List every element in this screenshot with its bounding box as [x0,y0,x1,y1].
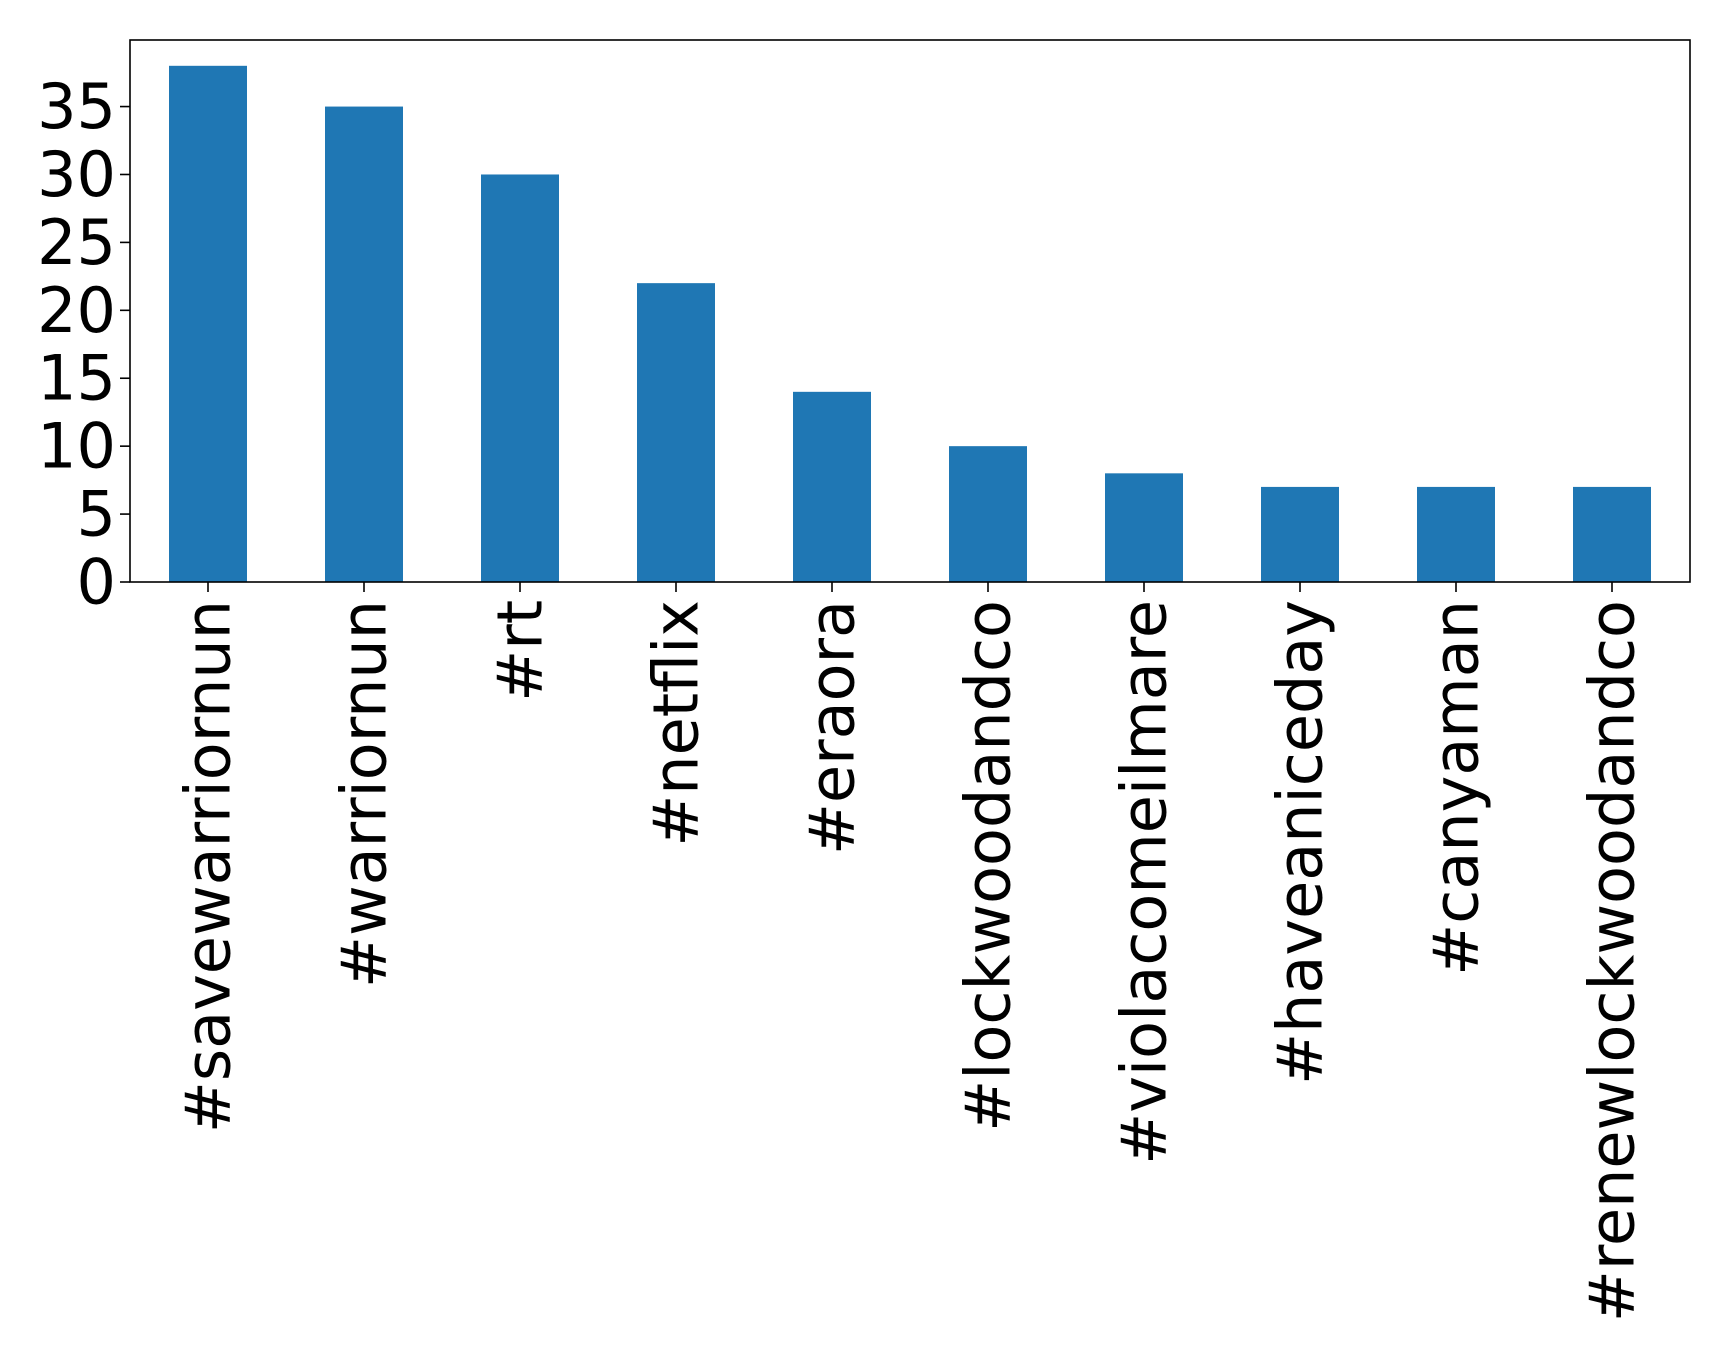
x-tick-label: #rt [484,600,557,702]
x-tick-label: #savewarriornun [172,600,245,1133]
bars-group [169,65,1651,583]
bar [1105,473,1183,582]
bar [1417,486,1495,582]
bar [793,391,871,582]
x-tick-label: #haveaniceday [1264,600,1337,1085]
bar [949,446,1027,582]
bar [637,283,715,582]
bar [481,174,559,582]
x-tick-label: #renewlockwoodandco [1576,600,1649,1322]
x-tick-label: #canyaman [1420,600,1493,976]
bar [325,106,403,582]
y-tick-label: 30 [37,138,116,211]
bar [1261,486,1339,582]
y-tick-label: 15 [37,342,116,415]
x-axis: #savewarriornun #warriornun #rt #netflix #er… [172,582,1649,1322]
y-tick-label: 35 [37,70,116,143]
x-tick-label: #eraora [796,600,869,855]
x-tick-label: #warriornun [328,600,401,988]
y-tick-label: 5 [77,478,116,551]
x-tick-label: #lockwoodandco [952,600,1025,1132]
y-tick-label: 0 [77,546,116,619]
y-tick-label: 25 [37,206,116,279]
bar [1573,486,1651,582]
bar [169,65,247,583]
plot-frame [129,39,1691,583]
y-tick-label: 20 [37,274,116,347]
x-tick-label: #netflix [640,600,713,847]
x-tick-label: #violacomeilmare [1108,600,1181,1165]
y-tick-label: 10 [37,410,116,483]
